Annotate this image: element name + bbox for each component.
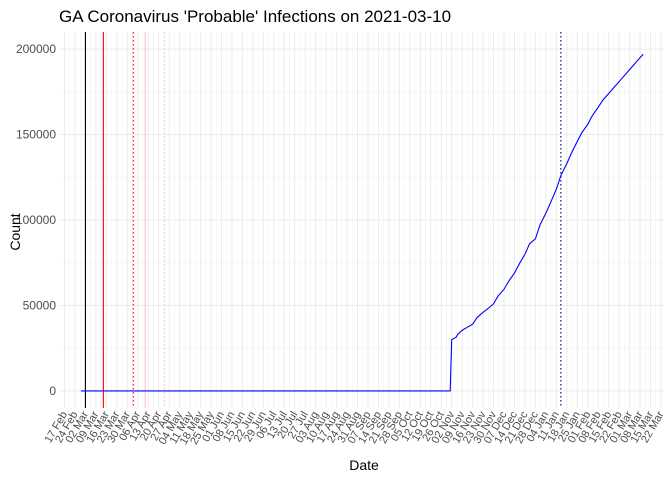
chart-title: GA Coronavirus 'Probable' Infections on …: [59, 7, 451, 26]
x-axis-title: Date: [349, 457, 379, 473]
series-line: [80, 53, 644, 392]
y-axis-ticks: 0 50000 100000 150000 200000: [16, 42, 56, 398]
y-tick-label: 200000: [16, 42, 56, 56]
y-axis-title: Count: [7, 213, 23, 250]
reference-lines: [84, 32, 562, 408]
data-series: [80, 53, 644, 392]
y-tick-label: 50000: [23, 298, 57, 312]
y-tick-label: 150000: [16, 128, 56, 142]
y-tick-label: 100000: [16, 213, 56, 227]
y-tick-label: 0: [49, 384, 56, 398]
plot-grid: [60, 32, 664, 408]
